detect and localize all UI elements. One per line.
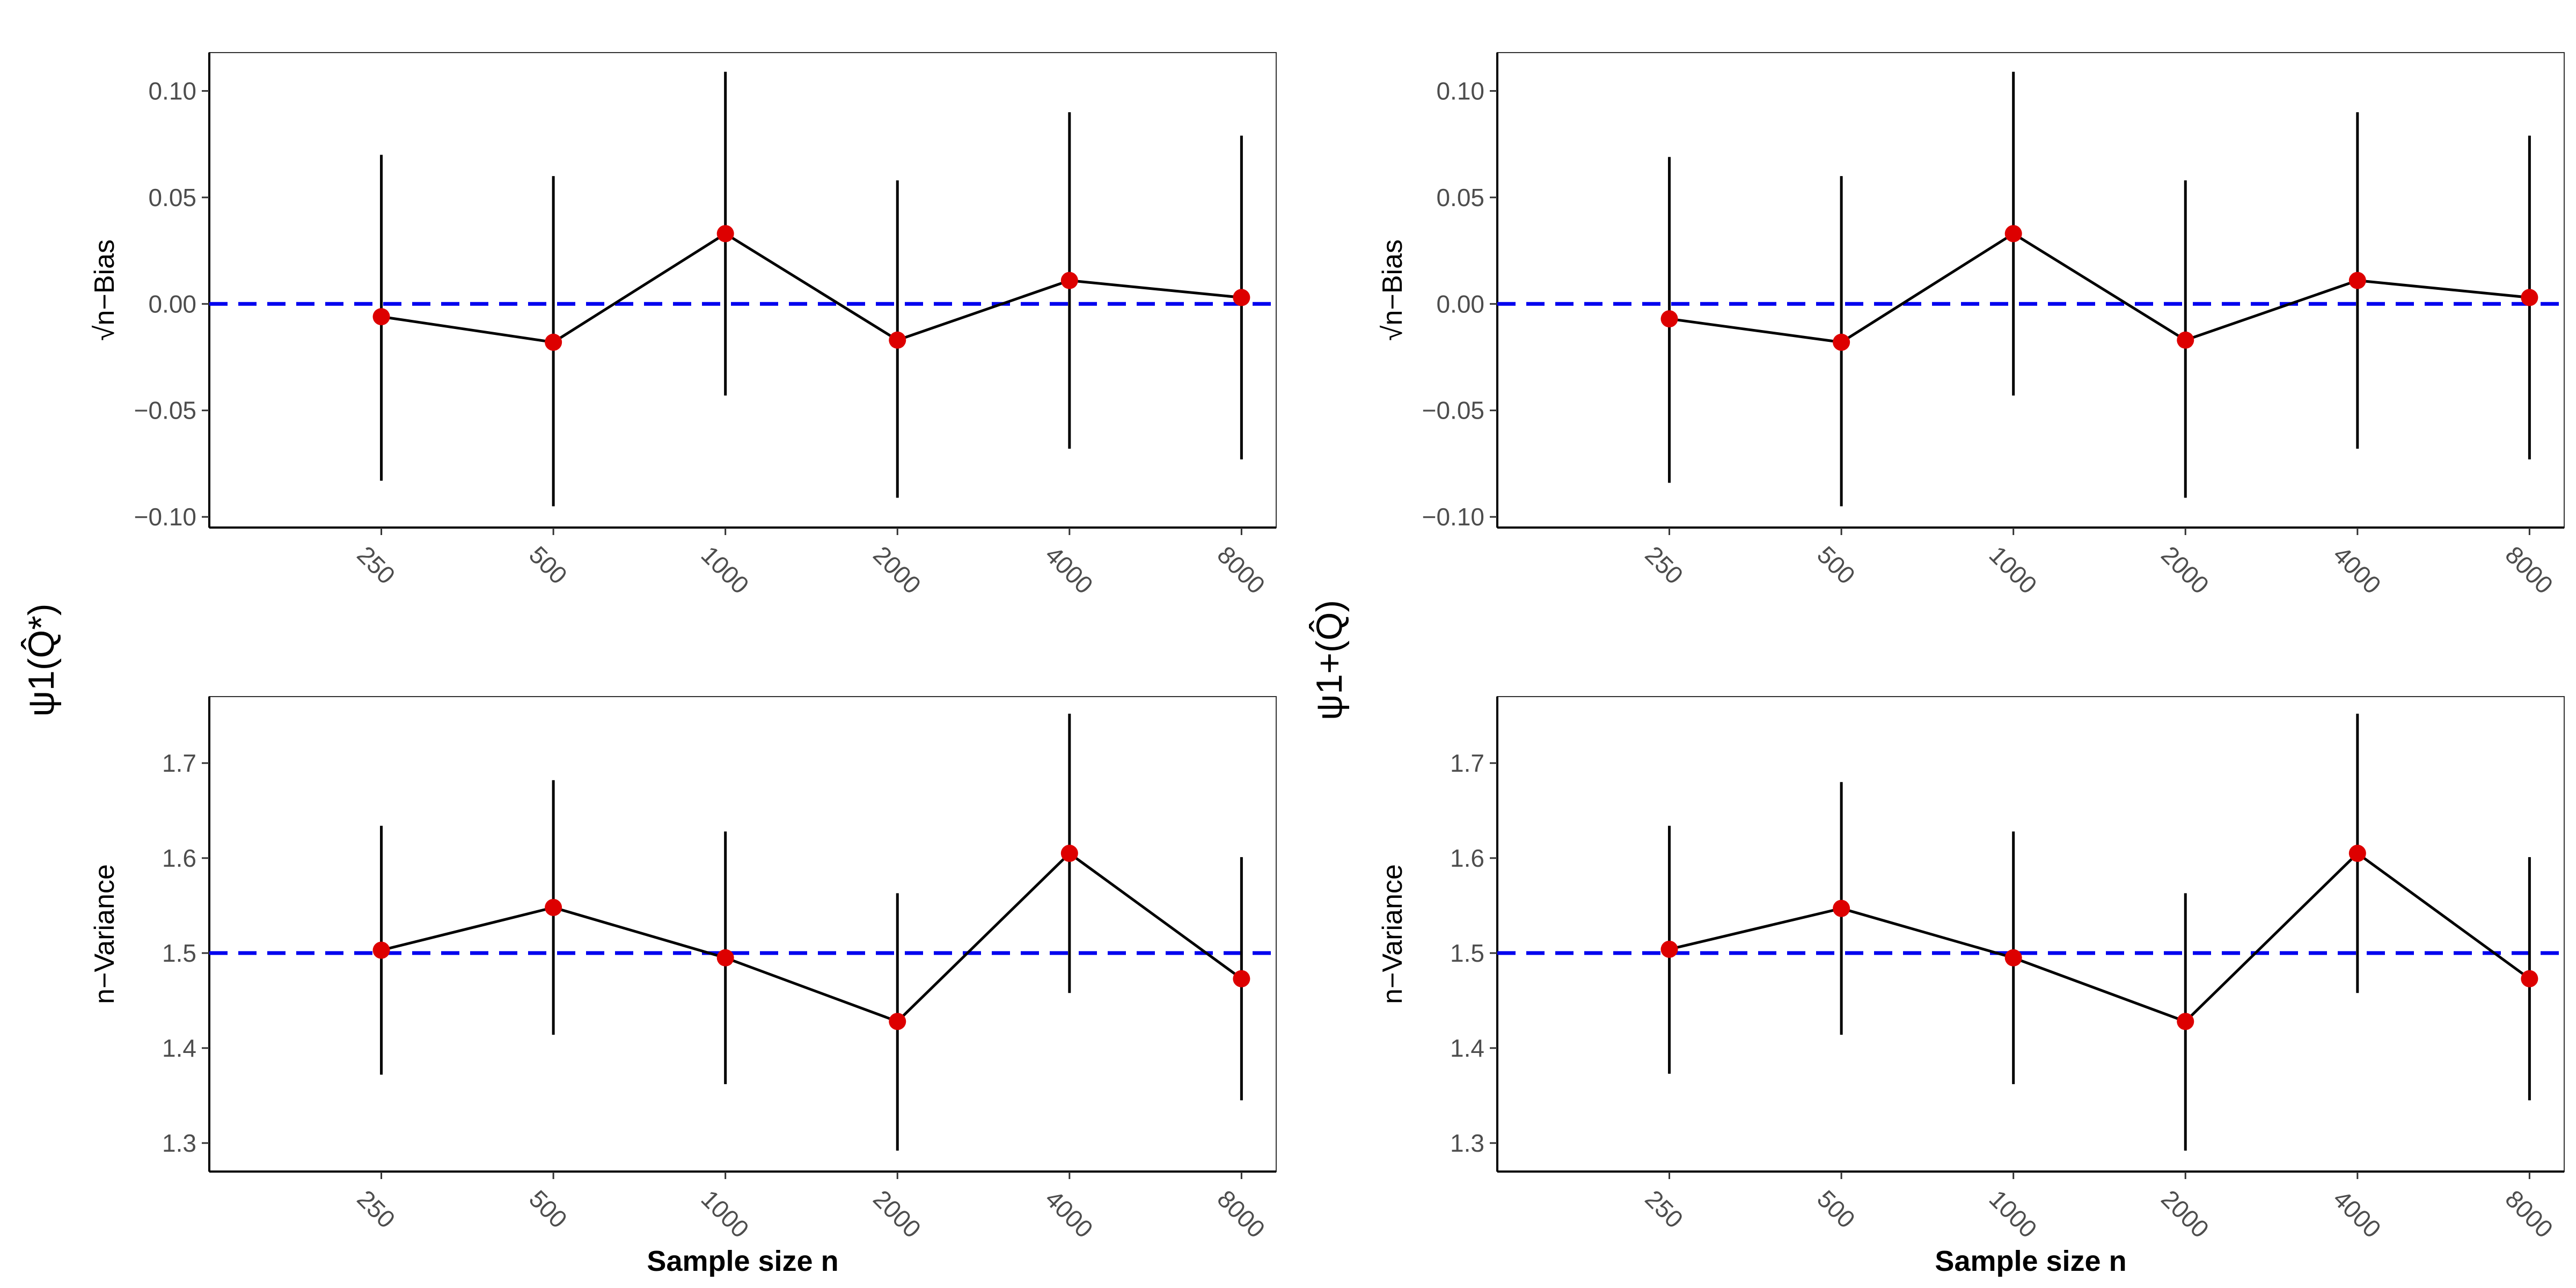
x-tick-label: 1000 bbox=[696, 540, 755, 599]
x-tick-label: 500 bbox=[524, 1184, 573, 1233]
y-axis-title: √n−Bias bbox=[1377, 239, 1408, 341]
data-point bbox=[2348, 845, 2366, 862]
data-point bbox=[889, 1013, 906, 1030]
panel-border bbox=[209, 696, 1277, 1172]
y-tick-label: 0.00 bbox=[148, 290, 196, 318]
x-tick-label: 1000 bbox=[1984, 540, 2043, 599]
x-tick-label: 250 bbox=[1640, 540, 1688, 589]
y-tick-label: 0.00 bbox=[1436, 290, 1484, 318]
data-point bbox=[1233, 289, 1250, 306]
x-tick-label: 500 bbox=[1812, 1184, 1861, 1233]
x-tick-label: 8000 bbox=[2500, 1184, 2558, 1243]
data-point bbox=[545, 333, 562, 351]
x-tick-label: 1000 bbox=[696, 1184, 755, 1243]
series-line bbox=[381, 232, 1242, 344]
x-tick-label: 250 bbox=[352, 540, 400, 589]
x-tick-label: 2000 bbox=[868, 1184, 926, 1243]
data-point bbox=[1660, 310, 1678, 328]
x-tick-label: 250 bbox=[352, 1184, 400, 1233]
data-point bbox=[372, 308, 390, 326]
y-tick-label: 0.10 bbox=[148, 77, 196, 105]
data-point bbox=[2521, 970, 2538, 987]
y-axis-title: n−Variance bbox=[89, 864, 120, 1004]
y-tick-label: 1.7 bbox=[162, 749, 196, 777]
data-point bbox=[2004, 225, 2022, 243]
data-point bbox=[2004, 949, 2022, 967]
y-axis-title: √n−Bias bbox=[89, 239, 120, 341]
x-tick-label: 250 bbox=[1640, 1184, 1688, 1233]
y-tick-label: 1.3 bbox=[1450, 1129, 1484, 1157]
x-tick-label: 8000 bbox=[1212, 540, 1270, 599]
y-tick-label: 0.10 bbox=[1436, 77, 1484, 105]
series-line bbox=[1669, 232, 2530, 344]
panel-border bbox=[209, 52, 1277, 528]
y-tick-label: −0.10 bbox=[134, 503, 196, 531]
panel-border bbox=[1497, 52, 2565, 528]
x-tick-label: 8000 bbox=[2500, 540, 2558, 599]
y-tick-label: 1.5 bbox=[1450, 939, 1484, 967]
y-tick-label: 1.6 bbox=[1450, 844, 1484, 872]
panel-border bbox=[1497, 696, 2565, 1172]
panel-top-left: −0.10 −0.05 0.00 0.05 0.10 250 500 1000 2000 4000… bbox=[21, 52, 1277, 717]
x-tick-label: 2000 bbox=[2156, 540, 2214, 599]
data-point bbox=[1060, 272, 1078, 289]
x-tick-label: 1000 bbox=[1984, 1184, 2043, 1243]
x-axis-title: Sample size n bbox=[1935, 1245, 2126, 1277]
y-tick-label: 1.6 bbox=[162, 844, 196, 872]
data-point bbox=[2521, 289, 2538, 306]
panel-bottom-left: 1.3 1.4 1.5 1.6 1.7 250 500 1000 2000 4000 8000 n−V… bbox=[89, 696, 1277, 1277]
data-point bbox=[372, 941, 390, 959]
panel-top-right: −0.10 −0.05 0.00 0.05 0.10 250 500 1000 2000 4000… bbox=[1309, 52, 2565, 720]
x-tick-label: 500 bbox=[524, 540, 573, 589]
y-tick-label: −0.10 bbox=[1422, 503, 1484, 531]
data-point bbox=[2177, 1013, 2194, 1030]
y-tick-label: −0.05 bbox=[134, 397, 196, 425]
x-tick-label: 4000 bbox=[1040, 540, 1099, 599]
data-point bbox=[1233, 970, 1250, 987]
data-point bbox=[889, 331, 906, 349]
data-point bbox=[1833, 899, 1850, 917]
y-tick-label: 1.7 bbox=[1450, 749, 1484, 777]
data-point bbox=[1660, 940, 1678, 958]
data-point bbox=[2348, 272, 2366, 289]
x-tick-label: 4000 bbox=[1040, 1184, 1099, 1243]
data-point bbox=[716, 225, 734, 243]
row-label: ψ1+(Q̂) bbox=[1309, 600, 1350, 720]
data-point bbox=[716, 949, 734, 967]
x-tick-label: 2000 bbox=[868, 540, 926, 599]
y-tick-label: −0.05 bbox=[1422, 397, 1484, 425]
y-tick-label: 1.4 bbox=[1450, 1034, 1484, 1062]
series-line bbox=[380, 852, 1242, 1023]
y-tick-label: 1.3 bbox=[162, 1129, 196, 1157]
x-tick-label: 2000 bbox=[2156, 1184, 2214, 1243]
data-point bbox=[1833, 333, 1850, 351]
panel-bottom-right: 1.3 1.4 1.5 1.6 1.7 250 500 1000 2000 4000 8000 n−V… bbox=[1377, 696, 2565, 1277]
data-point bbox=[545, 898, 562, 916]
x-tick-label: 4000 bbox=[2328, 540, 2387, 599]
y-tick-label: 0.05 bbox=[1436, 184, 1484, 211]
y-tick-label: 0.05 bbox=[148, 184, 196, 211]
y-tick-label: 1.4 bbox=[162, 1034, 196, 1062]
x-axis-title: Sample size n bbox=[647, 1245, 838, 1277]
y-tick-label: 1.5 bbox=[162, 939, 196, 967]
data-point bbox=[2177, 331, 2194, 349]
x-tick-label: 500 bbox=[1812, 540, 1861, 589]
data-point bbox=[1060, 845, 1078, 862]
y-axis-title: n−Variance bbox=[1377, 864, 1408, 1004]
row-label: ψ1(Q̂*) bbox=[21, 604, 62, 717]
x-tick-label: 4000 bbox=[2328, 1184, 2387, 1243]
series-line bbox=[1668, 852, 2530, 1023]
panels: −0.10 −0.05 0.00 0.05 0.10 250 500 1000 2000 4000… bbox=[21, 52, 2565, 1277]
x-tick-label: 8000 bbox=[1212, 1184, 1270, 1243]
